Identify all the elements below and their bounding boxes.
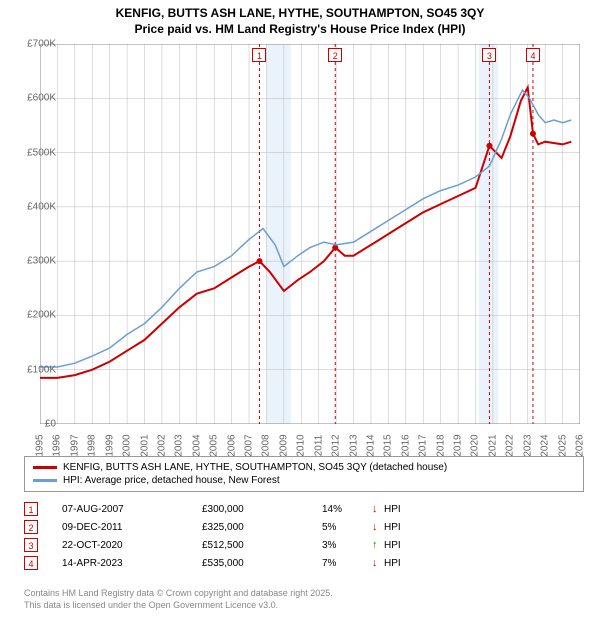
data-row-marker: 1 [24,502,38,516]
legend: KENFIG, BUTTS ASH LANE, HYTHE, SOUTHAMPT… [24,456,584,492]
data-row-pct: 14% [322,504,372,515]
data-row-arrow-icon: ↑ [372,539,384,551]
data-row-arrow-icon: ↓ [372,503,384,515]
data-row-hpi-label: HPI [384,522,424,533]
title-line-1: KENFIG, BUTTS ASH LANE, HYTHE, SOUTHAMPT… [0,6,600,22]
license-text: Contains HM Land Registry data © Crown c… [24,588,333,611]
chart-title-block: KENFIG, BUTTS ASH LANE, HYTHE, SOUTHAMPT… [0,0,600,37]
data-row-pct: 7% [322,558,372,569]
y-tick-label: £200K [6,310,56,321]
y-tick-label: £100K [6,364,56,375]
data-row-3: 3 22-OCT-2020£512,5003%↑HPI [24,536,584,554]
data-row-date: 09-DEC-2011 [62,522,202,533]
data-row-hpi-label: HPI [384,540,424,551]
y-tick-label: £700K [6,39,56,50]
data-row-arrow-icon: ↓ [372,557,384,569]
y-tick-label: £500K [6,147,56,158]
data-row-pct: 5% [322,522,372,533]
data-row-price: £535,000 [202,558,322,569]
marker-label-4: 4 [526,48,540,62]
data-row-date: 22-OCT-2020 [62,540,202,551]
legend-label-hpi: HPI: Average price, detached house, New … [63,475,280,486]
y-tick-label: £400K [6,201,56,212]
legend-row-property: KENFIG, BUTTS ASH LANE, HYTHE, SOUTHAMPT… [33,461,575,474]
data-row-marker: 3 [24,538,38,552]
y-tick-label: £300K [6,256,56,267]
marker-label-2: 2 [328,48,342,62]
legend-row-hpi: HPI: Average price, detached house, New … [33,474,575,487]
license-line-1: Contains HM Land Registry data © Crown c… [24,588,333,600]
marker-label-3: 3 [482,48,496,62]
data-row-pct: 3% [322,540,372,551]
data-row-price: £325,000 [202,522,322,533]
legend-swatch-property [33,466,57,469]
chart-container: KENFIG, BUTTS ASH LANE, HYTHE, SOUTHAMPT… [0,0,600,620]
data-point-table: 107-AUG-2007£300,00014%↓HPI209-DEC-2011£… [24,500,584,572]
data-row-1: 1 07-AUG-2007£300,00014%↓HPI [24,500,584,518]
data-row-date: 07-AUG-2007 [62,504,202,515]
y-tick-label: £600K [6,93,56,104]
legend-swatch-hpi [33,479,57,482]
data-row-arrow-icon: ↓ [372,521,384,533]
data-row-hpi-label: HPI [384,504,424,515]
legend-label-property: KENFIG, BUTTS ASH LANE, HYTHE, SOUTHAMPT… [63,462,447,473]
data-row-4: 4 14-APR-2023£535,0007%↓HPI [24,554,584,572]
title-line-2: Price paid vs. HM Land Registry's House … [0,22,600,38]
data-row-date: 14-APR-2023 [62,558,202,569]
marker-label-1: 1 [252,48,266,62]
chart-svg [40,44,580,424]
data-row-marker: 4 [24,556,38,570]
y-tick-label: £0 [6,419,56,430]
chart-plot-area [40,44,580,424]
license-line-2: This data is licensed under the Open Gov… [24,600,333,612]
data-row-marker: 2 [24,520,38,534]
data-row-hpi-label: HPI [384,558,424,569]
data-row-price: £512,500 [202,540,322,551]
data-row-price: £300,000 [202,504,322,515]
data-row-2: 2 09-DEC-2011£325,0005%↓HPI [24,518,584,536]
